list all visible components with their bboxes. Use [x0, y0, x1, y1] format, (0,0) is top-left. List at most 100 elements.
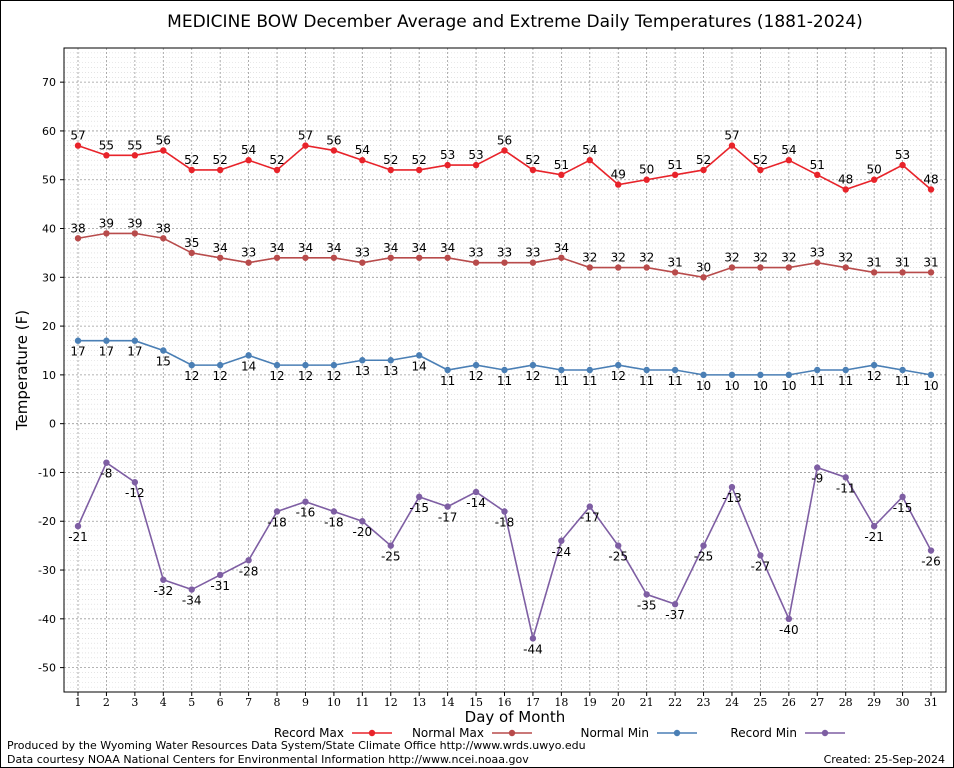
- normal-min-point: [643, 366, 650, 374]
- record-max-data-label: 51: [667, 158, 682, 172]
- record-min-point: [472, 488, 480, 496]
- normal-max-data-label: 33: [468, 246, 483, 260]
- record-max-point: [131, 152, 139, 159]
- normal-min-point: [273, 361, 281, 369]
- y-tick-label: -50: [38, 662, 56, 675]
- normal-min-point: [131, 337, 139, 344]
- record-max-data-label: 56: [156, 133, 171, 147]
- normal-min-point: [615, 361, 622, 369]
- record-min-data-label: -8: [100, 467, 112, 481]
- record-max-point: [671, 171, 679, 179]
- record-max-point: [700, 166, 707, 174]
- normal-max-point: [387, 254, 394, 261]
- normal-max-data-label: 32: [724, 251, 739, 265]
- normal-min-point: [586, 366, 593, 374]
- record-min-point: [330, 508, 338, 515]
- record-min-data-label: -12: [125, 486, 145, 500]
- record-min-point: [899, 493, 906, 501]
- normal-max-data-label: 34: [269, 241, 284, 255]
- y-tick-label: 40: [42, 223, 56, 236]
- x-tick-label: 8: [274, 696, 281, 709]
- record-min-data-label: -37: [665, 608, 685, 622]
- normal-min-point: [927, 371, 935, 379]
- x-tick-label: 20: [611, 696, 625, 709]
- x-tick-label: 31: [924, 696, 938, 709]
- normal-max-data-label: 31: [923, 255, 938, 269]
- x-tick-label: 3: [131, 696, 138, 709]
- x-tick-label: 19: [583, 696, 597, 709]
- record-max-point: [643, 176, 650, 183]
- normal-min-data-label: 17: [99, 345, 114, 359]
- normal-max-point: [899, 269, 906, 276]
- record-min-data-label: -35: [637, 598, 657, 612]
- x-tick-label: 30: [896, 696, 910, 709]
- record-min-data-label: -15: [409, 501, 429, 515]
- record-min-data-label: -34: [182, 594, 202, 608]
- record-max-data-label: 52: [213, 153, 228, 167]
- x-tick-label: 5: [188, 696, 195, 709]
- normal-max-data-label: 31: [667, 255, 682, 269]
- normal-min-data-label: 11: [895, 374, 910, 388]
- normal-max-point: [444, 254, 451, 261]
- normal-max-data-label: 34: [213, 241, 228, 255]
- record-min-data-label: -44: [523, 642, 543, 656]
- normal-max-point: [160, 235, 167, 242]
- normal-max-point: [216, 254, 224, 261]
- normal-max-point: [472, 259, 480, 266]
- normal-max-data-label: 33: [525, 246, 540, 260]
- normal-min-point: [472, 361, 480, 369]
- normal-max-point: [74, 235, 82, 242]
- record-min-point: [444, 503, 451, 510]
- record-max-point: [728, 142, 736, 149]
- record-min-data-label: -40: [779, 623, 799, 637]
- legend-marker-record-max: [368, 729, 376, 737]
- normal-max-data-label: 35: [184, 236, 199, 250]
- record-min-data-label: -21: [864, 530, 884, 544]
- normal-max-point: [814, 259, 821, 266]
- normal-min-point: [728, 371, 736, 379]
- legend-label-record-max: Record Max: [274, 726, 344, 740]
- record-min-data-label: -25: [381, 550, 401, 564]
- record-max-data-label: 54: [241, 143, 256, 157]
- record-max-point: [416, 166, 423, 174]
- normal-min-data-label: 11: [667, 374, 682, 388]
- normal-min-data-label: 14: [241, 359, 256, 373]
- y-tick-label: 20: [42, 320, 56, 333]
- record-min-point: [74, 522, 82, 530]
- record-max-point: [501, 147, 508, 154]
- y-tick-label: -30: [38, 564, 56, 577]
- normal-min-data-label: 11: [497, 374, 512, 388]
- normal-max-point: [842, 264, 849, 271]
- normal-min-data-label: 10: [923, 379, 938, 393]
- normal-max-data-label: 34: [412, 241, 427, 255]
- normal-min-point: [842, 366, 849, 374]
- record-min-point: [700, 542, 707, 549]
- normal-min-point: [74, 337, 82, 344]
- record-max-data-label: 57: [70, 129, 85, 143]
- normal-max-data-label: 31: [895, 255, 910, 269]
- record-max-point: [216, 166, 224, 174]
- normal-min-data-label: 11: [639, 374, 654, 388]
- normal-min-data-label: 12: [326, 369, 341, 383]
- record-min-point: [757, 552, 764, 559]
- record-min-point: [643, 591, 650, 598]
- record-min-point: [671, 600, 679, 608]
- y-axis-label: Temperature (F): [13, 310, 31, 431]
- normal-min-data-label: 12: [298, 369, 313, 383]
- normal-min-point: [330, 361, 338, 369]
- record-max-point: [103, 152, 110, 159]
- record-min-data-label: -28: [239, 564, 259, 578]
- normal-min-point: [416, 352, 423, 359]
- normal-min-point: [188, 361, 195, 369]
- record-max-point: [245, 157, 252, 164]
- x-tick-label: 28: [839, 696, 853, 709]
- record-max-data-label: 56: [497, 133, 512, 147]
- record-max-data-label: 55: [127, 138, 142, 152]
- record-max-point: [387, 166, 394, 174]
- record-min-data-label: -25: [608, 550, 628, 564]
- normal-min-point: [870, 361, 878, 369]
- normal-max-data-label: 33: [355, 246, 370, 260]
- normal-max-point: [785, 264, 793, 271]
- normal-max-data-label: 32: [611, 251, 626, 265]
